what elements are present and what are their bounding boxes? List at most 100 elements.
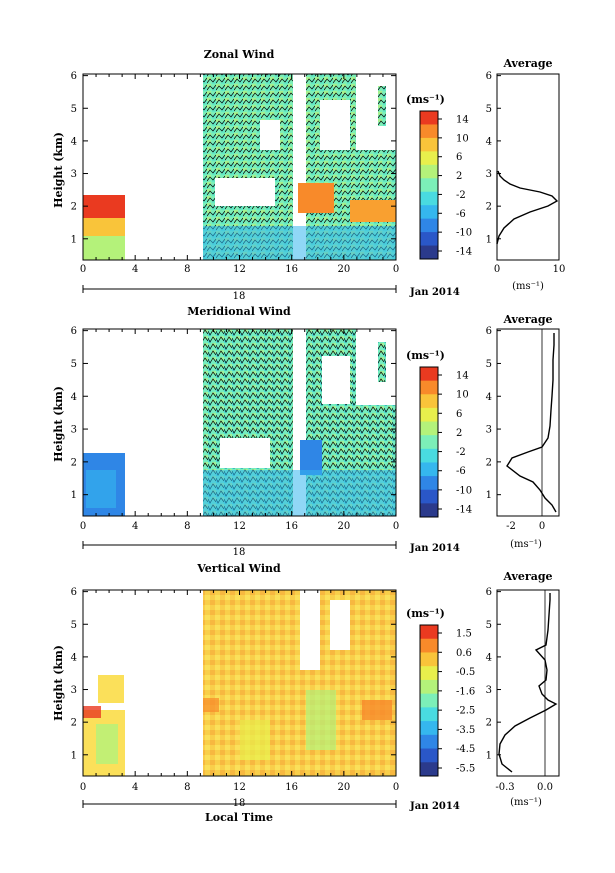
profile-x-tick: 0.0 [537,782,553,793]
profile-x-label: (ms⁻¹) [510,539,542,550]
colorbar-tick-label: -2 [456,190,466,201]
y-tick-label: 5 [71,620,77,631]
x-tick-label: 4 [132,782,138,793]
x-tick-label: 4 [132,264,138,275]
colorbar-segment [420,489,438,504]
colorbar-tick-label: 2 [456,171,462,182]
colorbar-segment [420,245,438,260]
colorbar-unit: (ms⁻¹) [406,607,445,620]
colorbar-segment [420,448,438,463]
colorbar-segment [420,407,438,423]
colorbar-tick-label: 14 [456,371,469,382]
colorbar-segment [420,111,438,125]
profile-y-tick-label: 1 [486,234,492,245]
profile-line [498,593,558,773]
y-tick-label: 6 [71,326,77,337]
y-tick-label: 5 [71,104,77,115]
profile-title: Average [502,57,552,70]
profile-y-ticks: 1 2 3 4 5 6 [486,587,501,761]
y-axis-label: Height (km) [52,386,65,462]
profile-x-tick: 0 [539,521,545,532]
colorbar-tick-label: -6 [456,209,466,220]
profile-x-tick: -2 [506,521,516,532]
x-tick-label: 12 [233,264,246,275]
colorbar-tick-label: -0.5 [456,667,475,678]
profile-frame [496,328,560,517]
month-label: Jan 2014 [409,801,460,812]
colorbar-segment [420,137,438,152]
colorbar-tick-label: 14 [456,115,469,126]
x-tick-label: 0 [393,521,399,532]
x-ticks: 0 4 8 12 16 20 0 [80,590,399,793]
profile-y-ticks: 1 2 3 4 5 6 [486,71,501,245]
profile-title: Average [502,570,552,583]
colorbar: 14 10 6 2 -2 -6 -10 -14 [419,110,472,260]
y-ticks: 1 2 3 4 5 6 [71,71,396,245]
profile-x-tick: 10 [553,264,566,275]
profile-y-tick-label: 4 [486,392,492,403]
colorbar-tick-label: 0.6 [456,648,472,659]
profile-x-label: (ms⁻¹) [510,797,542,808]
profile-x-tick: 0 [494,264,500,275]
colorbar-segment [420,191,438,206]
x-tick-label: 8 [184,264,190,275]
colorbar-segment [420,435,438,450]
y-ticks: 1 2 3 4 5 6 [71,326,396,501]
x-tick-label: 12 [233,782,246,793]
colorbar-tick-label: -3.5 [456,725,475,736]
profile-y-tick-label: 5 [486,104,492,115]
profile-y-tick-label: 1 [486,490,492,501]
y-tick-label: 1 [71,490,77,501]
x-tick-label: 20 [337,521,350,532]
panel-title: Vertical Wind [196,562,281,575]
profile-y-tick-label: 3 [486,685,492,696]
y-tick-label: 4 [71,392,77,403]
profile-y-tick-label: 4 [486,652,492,663]
y-axis-label: Height (km) [52,645,65,721]
x-tick-label: 8 [184,521,190,532]
month-label: Jan 2014 [409,287,460,298]
colorbar-frame [419,110,439,260]
colorbar-segment [420,205,438,220]
y-tick-label: 6 [71,71,77,82]
y-tick-label: 6 [71,587,77,598]
month-label: Jan 2014 [409,543,460,554]
profile-y-tick-label: 3 [486,169,492,180]
y-tick-label: 3 [71,425,77,436]
x-tick-label: 20 [337,782,350,793]
profile-y-tick-label: 2 [486,457,492,468]
profile-y-tick-label: 1 [486,750,492,761]
colorbar-tick-label: -1.6 [456,686,475,697]
colorbar-tick-label: -14 [456,247,472,258]
colorbar-tick-label: 6 [456,409,462,420]
x-tick-label: 8 [184,782,190,793]
colorbar-tick-label: -5.5 [456,764,475,775]
y-tick-label: 4 [71,136,77,147]
y-tick-label: 5 [71,359,77,370]
panel-title: Zonal Wind [204,48,275,61]
profile-y-tick-label: 5 [486,620,492,631]
date-label: 18 [233,547,246,558]
x-tick-label: 0 [393,782,399,793]
y-ticks: 1 2 3 4 5 6 [71,587,396,761]
colorbar-segment [420,380,438,395]
y-axis-label: Height (km) [52,132,65,208]
colorbar-segment [420,421,438,436]
x-tick-label: 4 [132,521,138,532]
colorbar-segment [420,762,438,777]
heatmap-field [83,74,396,260]
colorbar-tick-label: -14 [456,505,472,516]
profile-y-ticks: 1 2 3 4 5 6 [486,326,501,501]
colorbar-segment [420,652,438,667]
x-tick-label: 0 [80,521,86,532]
colorbar-tick-label: 1.5 [456,629,472,640]
colorbar-frame [419,366,439,518]
x-tick-label: 20 [337,264,350,275]
colorbar-tick-label: -6 [456,466,466,477]
colorbar-segment [420,625,438,640]
colorbar-unit: (ms⁻¹) [406,93,445,106]
colorbar-unit: (ms⁻¹) [406,349,445,362]
y-tick-label: 1 [71,234,77,245]
